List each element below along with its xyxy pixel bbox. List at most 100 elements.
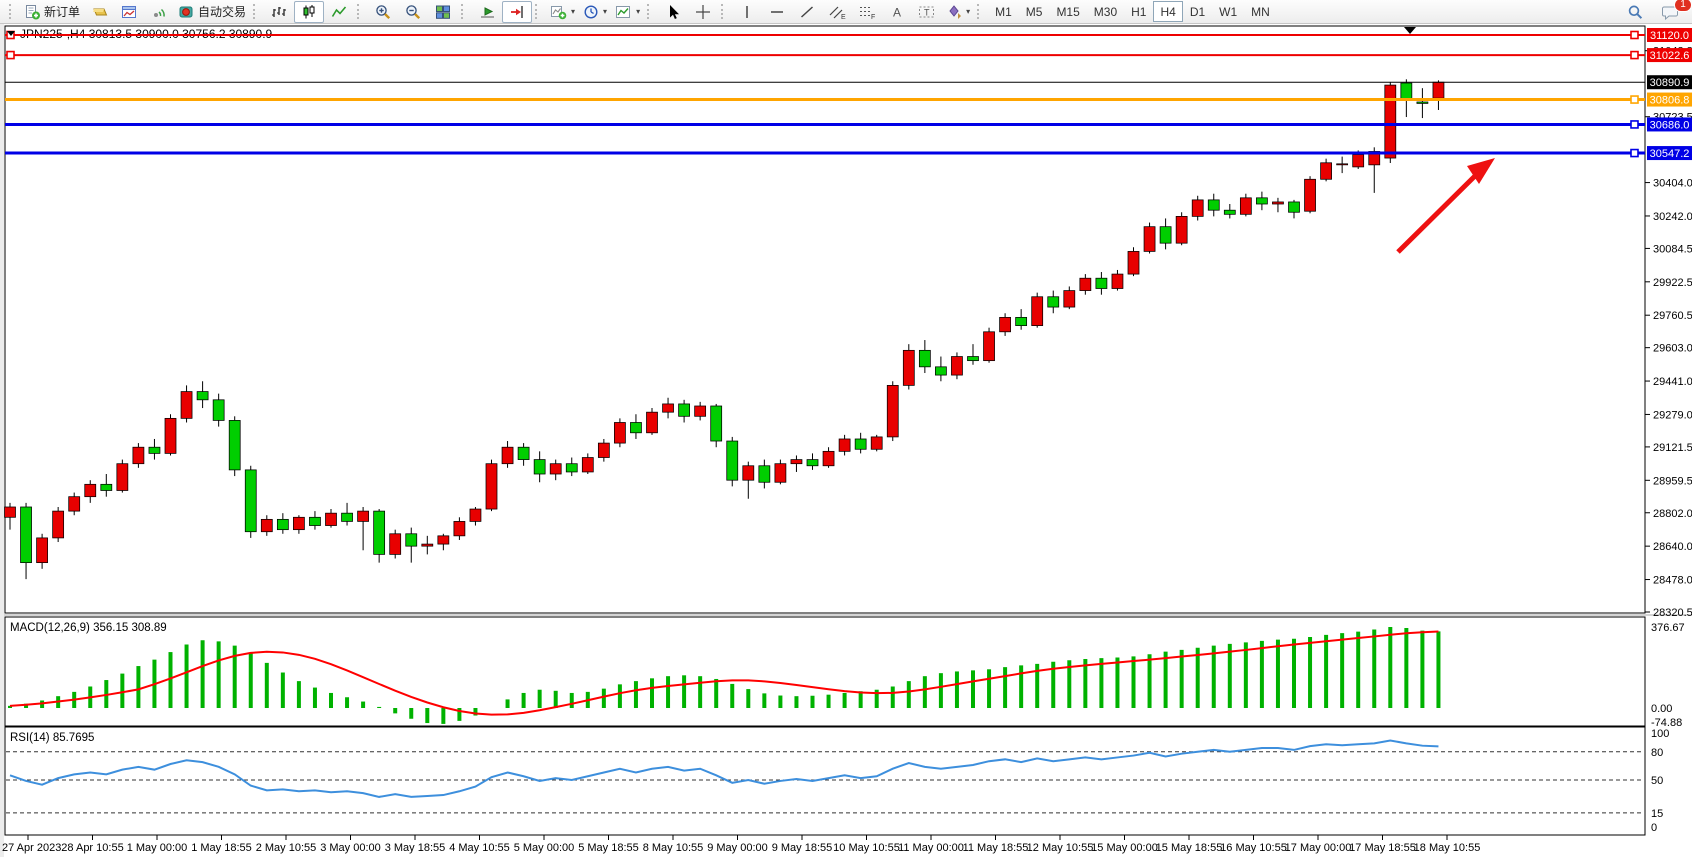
arrows-button[interactable]: ▾ — [942, 1, 974, 23]
candle — [148, 446, 161, 454]
indicators-button[interactable]: ▾ — [546, 1, 579, 23]
timeframe-button-d1[interactable]: D1 — [1189, 4, 1206, 19]
line-handle[interactable] — [1630, 30, 1639, 40]
price-line-tag — [1647, 48, 1692, 63]
price-chart[interactable]: JPN225-,H4 30813.5 30900.0 30756.2 30890… — [0, 24, 1692, 857]
zoom-in-button[interactable] — [368, 1, 398, 23]
text-label-button[interactable]: T — [912, 1, 942, 23]
candle — [918, 349, 931, 368]
bar-chart-button[interactable] — [264, 1, 294, 23]
fibonacci-button[interactable]: F — [852, 1, 882, 23]
timeframe-button-h1[interactable]: H1 — [1131, 4, 1147, 19]
price-tick-label: 30084.5 — [1653, 243, 1692, 255]
chart-shift-button[interactable] — [502, 0, 533, 23]
price-tick-label: 28640.0 — [1653, 541, 1692, 553]
timeframe-button-h4[interactable]: H4 — [1153, 1, 1183, 22]
periods-button[interactable]: ▾ — [579, 1, 611, 23]
candle — [453, 521, 466, 537]
toolbar-grip[interactable] — [357, 4, 363, 19]
candle — [662, 403, 674, 413]
date-tick-label: 5 May 18:55 — [578, 842, 639, 854]
candle — [260, 518, 273, 533]
candle — [1304, 178, 1316, 212]
price-line-tag — [1647, 28, 1692, 42]
candle — [373, 510, 386, 555]
candle — [36, 537, 48, 564]
gold-button[interactable] — [84, 1, 114, 23]
zoom-out-button[interactable] — [398, 1, 428, 23]
vertical-line-button[interactable] — [732, 1, 762, 23]
price-line-tag — [1647, 117, 1692, 132]
candle — [116, 463, 129, 491]
auto-scroll-button[interactable] — [472, 1, 502, 23]
date-tick-label: 3 May 18:55 — [385, 842, 446, 854]
candle — [758, 465, 771, 483]
timeframe-button-m30[interactable]: M30 — [1093, 4, 1118, 19]
crosshair-button[interactable] — [688, 1, 718, 23]
candle — [646, 411, 658, 434]
gold-icon — [93, 8, 108, 15]
vertical-line-icon — [746, 5, 748, 18]
toolbar-grip[interactable] — [461, 4, 467, 19]
line-handle[interactable] — [6, 50, 15, 60]
candle — [742, 465, 755, 481]
line-handle[interactable] — [1630, 95, 1639, 104]
candle — [790, 459, 803, 465]
trendline-button[interactable] — [792, 1, 822, 23]
timeframe-button-mn[interactable]: MN — [1251, 4, 1270, 19]
price-tick-label: 30404.0 — [1653, 178, 1692, 190]
chart-menu-arrow-icon[interactable] — [7, 31, 15, 36]
chart-window-button[interactable] — [114, 1, 144, 23]
candle — [822, 450, 835, 467]
candle — [405, 533, 418, 547]
autotrading-button[interactable]: 自动交易 — [174, 1, 250, 23]
timeframe-button-w1[interactable]: W1 — [1219, 4, 1238, 19]
rsi-tick-label: 80 — [1651, 747, 1663, 759]
text-button[interactable]: A — [882, 1, 912, 23]
date-tick-label: 9 May 00:00 — [707, 842, 768, 854]
templates-button[interactable]: ▾ — [611, 1, 644, 23]
line-handle[interactable] — [1630, 148, 1639, 158]
new-order-button[interactable]: 新订单 — [20, 1, 84, 23]
tile-windows-button[interactable] — [428, 1, 458, 23]
candle — [100, 483, 113, 491]
zoom-in-icon — [375, 4, 390, 19]
line-handle[interactable] — [1630, 120, 1639, 129]
timeframe-button-m15[interactable]: M15 — [1056, 4, 1080, 19]
toolbar-grip[interactable] — [721, 4, 727, 19]
toolbar-grip[interactable] — [535, 4, 541, 19]
search-button[interactable] — [1620, 1, 1650, 23]
date-tick-label: 1 May 18:55 — [191, 842, 252, 854]
date-tick-label: 1 May 00:00 — [127, 842, 188, 854]
timeframe-button-m1[interactable]: M1 — [995, 4, 1012, 19]
toolbar-grip[interactable] — [647, 4, 653, 19]
candle — [68, 496, 81, 512]
candlestick-chart-button[interactable] — [294, 0, 325, 23]
candle — [533, 459, 546, 475]
channel-button[interactable]: E — [822, 1, 852, 23]
chevron-down-icon: ▾ — [571, 6, 576, 16]
annotation-arrow[interactable] — [1396, 171, 1480, 254]
horizontal-line-button[interactable] — [762, 1, 792, 23]
date-tick-label: 2 May 10:55 — [256, 842, 317, 854]
line-chart-button[interactable] — [324, 1, 354, 23]
date-tick-label: 27 Apr 2023 — [2, 842, 61, 854]
candle — [951, 356, 963, 376]
autotrading-icon — [179, 6, 193, 17]
timeframe-button-m5[interactable]: M5 — [1025, 4, 1043, 19]
cursor-button[interactable] — [658, 1, 688, 23]
toolbar-grip[interactable] — [253, 4, 259, 19]
chat-button[interactable]: 1 — [1656, 0, 1692, 23]
line-handle[interactable] — [1630, 50, 1639, 60]
annotation-arrow-head[interactable] — [1467, 158, 1495, 184]
chart-area[interactable]: JPN225-,H4 30813.5 30900.0 30756.2 30890… — [0, 24, 1692, 857]
toolbar-grip[interactable] — [9, 4, 15, 19]
bar-marker-icon — [1404, 27, 1416, 34]
signals-button[interactable] — [144, 1, 174, 23]
candle — [132, 446, 145, 465]
date-tick-label: 16 May 10:55 — [1220, 842, 1287, 854]
rsi-line — [9, 739, 1439, 798]
toolbar-grip[interactable] — [977, 4, 983, 19]
price-tick-label: 29121.5 — [1653, 442, 1692, 454]
